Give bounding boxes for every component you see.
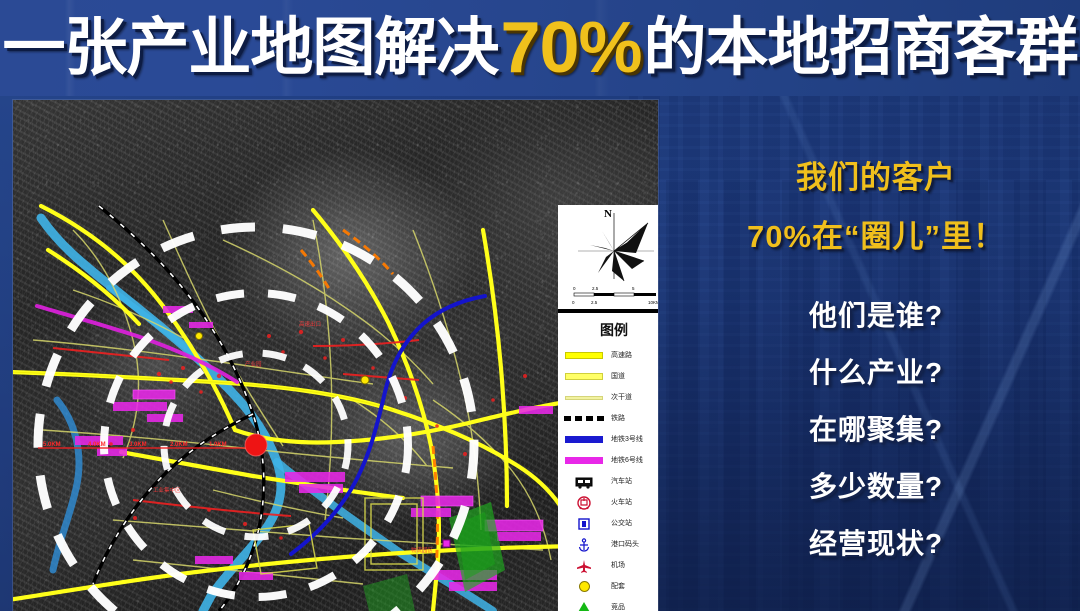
- legend-label: 港口码头: [611, 541, 639, 548]
- map-station-glyphs: [195, 332, 451, 548]
- svg-text:工业集中区: 工业集中区: [153, 486, 181, 494]
- title-band: [0, 0, 1080, 96]
- train-station-icon: [562, 495, 606, 510]
- legend-item-airport: 机场: [558, 555, 658, 576]
- secondary-road-swatch-icon: [562, 391, 606, 405]
- question-list: 他们是谁? 什么产业? 在哪聚集? 多少数量? 经营现状?: [672, 294, 1080, 562]
- legend-item-port: 港口码头: [558, 534, 658, 555]
- legend-label: 汽车站: [611, 478, 632, 485]
- highway-swatch-icon: [562, 349, 606, 363]
- legend-item-metro-3: 地铁3号线: [558, 429, 658, 450]
- legend-label: 地铁3号线: [611, 436, 643, 443]
- metro-line-3: [289, 294, 487, 556]
- svg-text:2.5: 2.5: [591, 300, 598, 305]
- svg-text:高速出口: 高速出口: [299, 320, 321, 328]
- ring-label-2km: 2.0KM: [170, 442, 188, 448]
- metro3-swatch-icon: [562, 433, 606, 447]
- ring-label-1km: 1.0KM: [209, 442, 227, 448]
- map-place-labels: 高速出口 产业园 物流园区 工业集中区: [153, 320, 434, 554]
- map-scale-bar: 0 2.5 5 0 2.5 10KM: [572, 286, 658, 305]
- question-operating-status: 经营现状?: [808, 528, 944, 559]
- map-vector-overlay: 5.0KM 4.0KM 3.0KM 2.0KM 1.0KM 高速: [13, 203, 616, 611]
- legend-item-metro-6: 地铁6号线: [558, 450, 658, 471]
- city-skyline-texture: [620, 0, 1080, 611]
- metro6-swatch-icon: [562, 454, 606, 468]
- question-what-industry: 什么产业?: [808, 357, 944, 388]
- legend-item-competitor: 竞品: [558, 597, 658, 611]
- legend-label: 铁路: [611, 415, 625, 422]
- legend-item-bus-station: 汽车站: [558, 471, 658, 492]
- svg-text:0: 0: [573, 286, 576, 291]
- industry-map[interactable]: 5.0KM 4.0KM 3.0KM 2.0KM 1.0KM 高速: [13, 100, 658, 611]
- legend-label: 火车站: [611, 499, 632, 506]
- compass-and-scale-box: N: [558, 205, 658, 313]
- distance-ring-layer: [33, 222, 479, 611]
- ring-label-3km: 3.0KM: [129, 442, 147, 448]
- expressway-accent: [299, 228, 439, 571]
- svg-text:物流园区: 物流园区: [411, 546, 434, 554]
- ring-label-4km: 4.0KM: [88, 442, 106, 448]
- ring-label-5km: 5.0KM: [43, 442, 61, 448]
- title-text-part2: 的本地招商客群: [643, 12, 1079, 83]
- legend-item-highway: 高速路: [558, 345, 658, 366]
- legend-label: 竞品: [611, 604, 625, 611]
- railway-swatch-icon: [562, 412, 606, 426]
- svg-text:5: 5: [632, 286, 635, 291]
- legend-label: 地铁6号线: [611, 457, 643, 464]
- legend-item-transit-stop: 公交站: [558, 513, 658, 534]
- svg-text:产业园: 产业园: [245, 360, 262, 368]
- highway-casing: [13, 371, 394, 411]
- target-site-marker: [244, 433, 268, 457]
- bus-station-icon: [562, 475, 606, 489]
- legend-title: 图例: [600, 322, 628, 338]
- right-text-panel: 我们的客户 70%在“圈儿”里！ 他们是谁? 什么产业? 在哪聚集? 多少数量?…: [672, 100, 1080, 611]
- svg-text:10KM: 10KM: [648, 300, 658, 305]
- legend-label: 配套: [611, 583, 625, 590]
- ring-measure-line: 5.0KM 4.0KM 3.0KM 2.0KM 1.0KM: [38, 442, 256, 449]
- yellow-dot-icon: [562, 580, 606, 594]
- legend-item-national-road: 国道: [558, 366, 658, 387]
- map-legend-panel: N: [558, 205, 658, 611]
- company-point-layer: [109, 329, 527, 540]
- svg-text:0: 0: [572, 300, 575, 305]
- compass-rose-icon: N: [572, 208, 658, 305]
- national-road-swatch-icon: [562, 370, 606, 384]
- headline-our-customers: 我们的客户: [796, 160, 956, 195]
- railway-ticks: [92, 205, 265, 611]
- title-text-part1: 一张产业地图解决: [2, 12, 499, 83]
- question-how-many: 多少数量?: [808, 471, 944, 502]
- legend-item-amenity: 配套: [558, 576, 658, 597]
- svg-text:N: N: [604, 208, 612, 220]
- question-who-are-they: 他们是谁?: [808, 300, 944, 331]
- legend-label: 高速路: [611, 352, 632, 359]
- legend-label: 次干道: [611, 394, 632, 401]
- legend-item-secondary-road: 次干道: [558, 387, 658, 408]
- legend-label: 国道: [611, 373, 625, 380]
- airplane-icon: [562, 559, 606, 573]
- headline-70-percent-in-circle: 70%在“圈儿”里！: [746, 219, 1006, 254]
- legend-item-train-station: 火车站: [558, 492, 658, 513]
- legend-label: 公交站: [611, 520, 632, 527]
- title-percent: 70%: [500, 8, 642, 88]
- question-where-clustered: 在哪聚集?: [808, 414, 944, 445]
- slide-title: 一张产业地图解决 70% 的本地招商客群: [0, 0, 1080, 96]
- green-triangle-icon: [562, 601, 606, 611]
- transit-stop-icon: [562, 517, 606, 531]
- city-skyline-texture-lower: [640, 180, 1080, 611]
- legend-item-railway: 铁路: [558, 408, 658, 429]
- anchor-icon: [562, 537, 606, 552]
- legend-label: 机场: [611, 562, 625, 569]
- svg-text:2.5: 2.5: [592, 286, 599, 291]
